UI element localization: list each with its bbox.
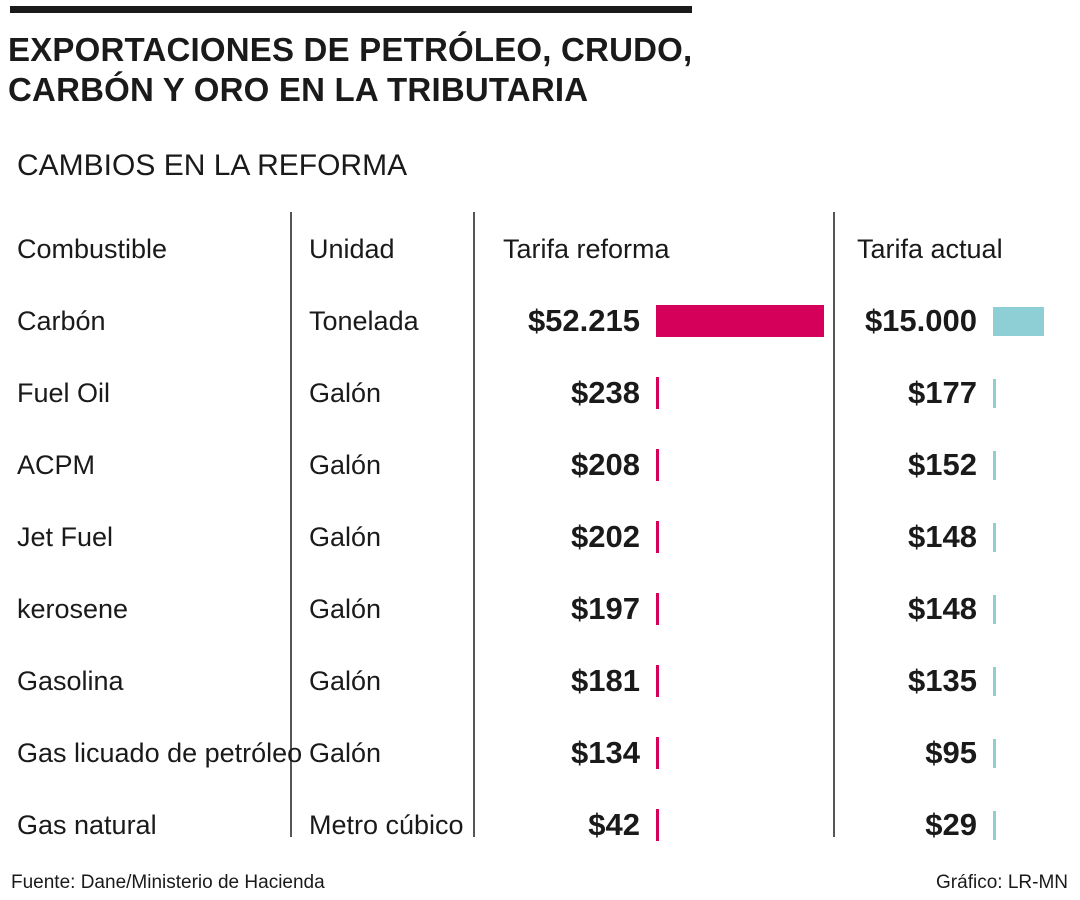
row-combustible: Gas licuado de petróleo <box>17 738 303 768</box>
reforma-bar <box>656 305 824 337</box>
actual-bar <box>993 379 996 408</box>
column-header-combustible: Combustible <box>17 234 168 264</box>
row-unidad: Tonelada <box>309 306 419 336</box>
row-combustible: ACPM <box>17 450 96 480</box>
actual-value-label: $29 <box>925 807 977 842</box>
row-unidad: Galón <box>309 738 382 768</box>
actual-value-label: $177 <box>908 375 977 410</box>
actual-value-label: $135 <box>908 663 977 698</box>
chart-subtitle: CAMBIOS EN LA REFORMA <box>17 149 408 182</box>
row-combustible: kerosene <box>17 594 129 624</box>
actual-bar <box>993 811 996 840</box>
row-unidad: Galón <box>309 594 382 624</box>
actual-value-label: $152 <box>908 447 977 482</box>
actual-bar <box>993 595 996 624</box>
column-header-unidad: Unidad <box>309 234 395 264</box>
actual-bar <box>993 451 996 480</box>
reforma-bar <box>656 449 659 481</box>
source-note: Fuente: Dane/Ministerio de Hacienda <box>11 872 325 893</box>
column-divider-2 <box>473 212 475 837</box>
actual-bar <box>993 307 1044 336</box>
reforma-value-label: $181 <box>571 663 640 698</box>
reforma-bar <box>656 593 659 625</box>
actual-value-label: $15.000 <box>864 303 977 338</box>
chart-title: EXPORTACIONES DE PETRÓLEO, CRUDO, CARBÓN… <box>8 30 692 110</box>
column-divider-3 <box>833 212 835 837</box>
reforma-bar <box>656 665 659 697</box>
actual-bar <box>993 523 996 552</box>
reforma-value-label: $238 <box>571 375 640 410</box>
top-rule <box>10 6 692 13</box>
row-combustible: Fuel Oil <box>17 378 111 408</box>
actual-bar <box>993 667 996 696</box>
reforma-value-label: $52.215 <box>527 303 640 338</box>
reforma-bar <box>656 809 659 841</box>
column-header-tarifa-reforma: Tarifa reforma <box>503 234 670 264</box>
chart-title-line-1: EXPORTACIONES DE PETRÓLEO, CRUDO, <box>8 31 693 68</box>
reforma-bar <box>656 521 659 553</box>
reforma-value-label: $208 <box>571 447 640 482</box>
reforma-value-label: $134 <box>571 735 640 770</box>
actual-value-label: $95 <box>925 735 977 770</box>
column-header-tarifa-actual: Tarifa actual <box>857 234 1003 264</box>
column-divider-1 <box>290 212 292 837</box>
row-combustible: Gas natural <box>17 810 157 840</box>
actual-value-label: $148 <box>908 591 977 626</box>
row-unidad: Galón <box>309 666 382 696</box>
reforma-bar <box>656 377 659 409</box>
row-combustible: Carbón <box>17 306 106 336</box>
graphic-credit: Gráfico: LR-MN <box>936 872 1068 893</box>
actual-bar <box>993 739 996 768</box>
reforma-value-label: $42 <box>588 807 640 842</box>
reforma-bar <box>656 737 659 769</box>
reforma-value-label: $197 <box>571 591 640 626</box>
chart-title-line-2: CARBÓN Y ORO EN LA TRIBUTARIA <box>8 71 589 108</box>
actual-value-label: $148 <box>908 519 977 554</box>
row-unidad: Galón <box>309 450 382 480</box>
row-combustible: Jet Fuel <box>17 522 114 552</box>
row-unidad: Galón <box>309 378 382 408</box>
row-unidad: Metro cúbico <box>309 810 464 840</box>
reforma-value-label: $202 <box>571 519 640 554</box>
row-combustible: Gasolina <box>17 666 124 696</box>
row-unidad: Galón <box>309 522 382 552</box>
